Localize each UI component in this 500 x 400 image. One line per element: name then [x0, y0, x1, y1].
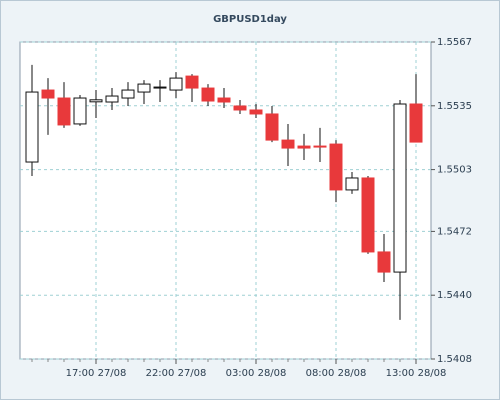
y-tick-label: 1.5440	[437, 290, 472, 301]
y-tick-label: 1.5567	[437, 37, 472, 48]
y-tick-label: 1.5472	[437, 226, 472, 237]
x-tick-label: 17:00 27/08	[66, 368, 127, 379]
candle-body	[153, 86, 167, 89]
candle-body	[121, 89, 135, 99]
x-tick-label: 13:00 28/08	[386, 368, 447, 379]
y-tick-label: 1.5408	[437, 354, 472, 365]
candle-body	[329, 143, 343, 191]
candle-body	[297, 145, 311, 149]
candle-body	[217, 97, 231, 103]
candle-body	[137, 83, 151, 93]
y-tick-label: 1.5503	[437, 165, 472, 176]
candle-body	[169, 77, 183, 91]
candle-body	[73, 97, 87, 125]
candle-body	[345, 177, 359, 191]
candle-body	[41, 89, 55, 99]
x-tick-label: 03:00 28/08	[226, 368, 287, 379]
x-tick-label: 22:00 27/08	[146, 368, 207, 379]
y-tick-label: 1.5535	[437, 101, 472, 112]
candle-body	[233, 105, 247, 111]
candle-body	[265, 113, 279, 141]
candle-body	[281, 139, 295, 149]
candle-body	[313, 145, 327, 148]
candle-body	[25, 91, 39, 163]
candle-body	[105, 95, 119, 103]
x-tick-label: 08:00 28/08	[306, 368, 367, 379]
candle-body	[409, 103, 423, 143]
candle-body	[361, 177, 375, 253]
candle-body	[201, 87, 215, 102]
candle-body	[89, 99, 103, 103]
candle-body	[377, 251, 391, 273]
chart-title: GBPUSD1day	[213, 14, 287, 25]
candle-body	[249, 109, 263, 115]
candle-body	[57, 97, 71, 126]
candle-body	[393, 103, 407, 273]
candle-body	[185, 75, 199, 89]
